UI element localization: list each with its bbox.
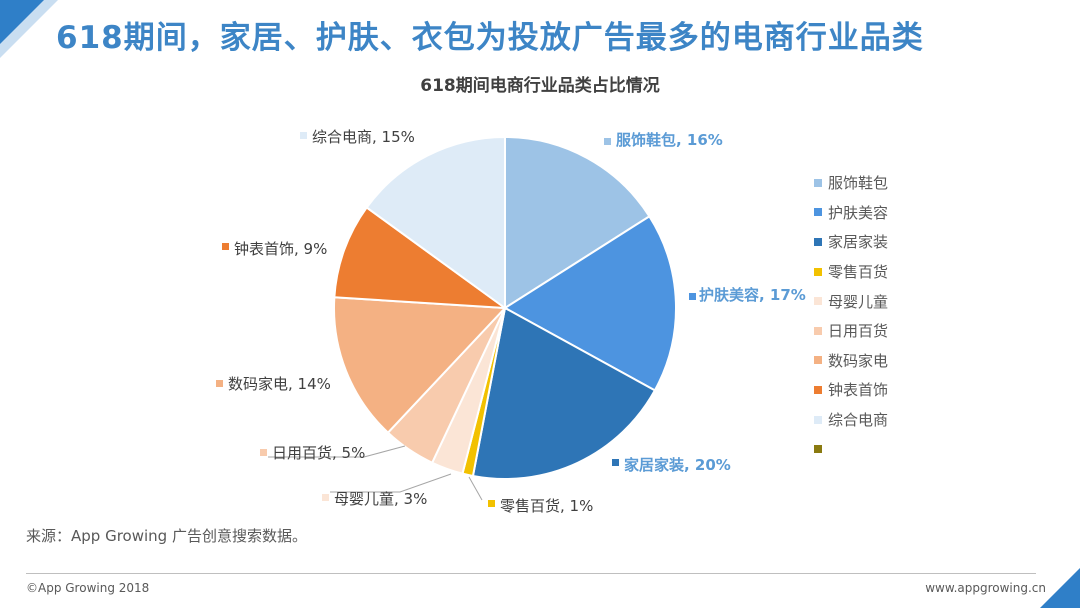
pie-data-labels: 服饰鞋包, 16% 护肤美容, 17% 家居家装, 20% 零售百货, 1% 母婴儿童,…: [216, 128, 806, 515]
data-label-marker-6: [260, 449, 267, 456]
legend-label-6: 日用百货: [828, 322, 889, 341]
source-note: 来源：App Growing 广告创意搜索数据。: [26, 527, 307, 545]
leader-line-6: [268, 445, 406, 458]
data-label-marker-8: [222, 243, 229, 250]
legend-swatch-2: [814, 208, 822, 217]
data-label-1: 服饰鞋包, 16%: [616, 131, 723, 149]
chart-title: 618期间电商行业品类占比情况: [420, 76, 660, 96]
copyright-text: ©App Growing 2018: [26, 581, 150, 595]
legend-label-2: 护肤美容: [828, 203, 889, 222]
legend-label-4: 零售百货: [828, 263, 889, 282]
legend-label-1: 服饰鞋包: [828, 174, 889, 193]
data-label-marker-9: [300, 132, 307, 139]
pie-slice-9: [365, 135, 506, 310]
legend-item-8: 钟表首饰: [814, 375, 888, 405]
data-label-marker-2: [689, 293, 696, 300]
leader-line-5: [330, 473, 452, 493]
legend-swatch-7: [814, 356, 822, 365]
legend-swatch-10: [814, 445, 822, 454]
legend-label-9: 综合电商: [828, 411, 889, 430]
pie-slices: [333, 135, 678, 480]
corner-decoration: [0, 0, 44, 44]
legend-label-7: 数码家电: [828, 351, 889, 370]
data-label-4: 零售百货, 1%: [500, 497, 593, 515]
legend-swatch-4: [814, 267, 822, 276]
data-label-9: 综合电商, 15%: [312, 128, 415, 146]
page-title: 618期间，家居、护肤、衣包为投放广告最多的电商行业品类: [56, 20, 924, 56]
legend-item-5: 母婴儿童: [814, 286, 888, 316]
pie-slice-7: [333, 296, 508, 435]
legend-item-2: 护肤美容: [814, 198, 888, 228]
legend-swatch-1: [814, 178, 822, 187]
leader-line-4: [468, 476, 483, 501]
website-link[interactable]: www.appgrowing.cn: [925, 581, 1046, 595]
legend-item-1: 服饰鞋包: [814, 168, 888, 198]
pie-slice-3: [471, 306, 657, 480]
pie-leader-lines: [268, 445, 483, 501]
data-label-2: 护肤美容, 17%: [699, 286, 806, 304]
pie-slice-1: [504, 135, 651, 310]
corner-decoration-bottom: [1040, 568, 1080, 608]
data-label-marker-5: [322, 494, 329, 501]
data-label-5: 母婴儿童, 3%: [334, 490, 427, 508]
data-label-7: 数码家电, 14%: [228, 375, 331, 393]
legend-item-4: 零售百货: [814, 257, 888, 287]
data-label-3: 家居家装, 20%: [624, 456, 731, 474]
legend-item-7: 数码家电: [814, 346, 888, 376]
pie-slice-8: [333, 206, 509, 310]
data-label-marker-3: [612, 459, 619, 466]
footer-divider: [26, 573, 1036, 574]
legend-swatch-8: [814, 385, 822, 394]
data-label-marker-1: [604, 138, 611, 145]
legend-swatch-3: [814, 237, 822, 246]
pie-slice-2: [503, 214, 678, 392]
data-label-marker-7: [216, 380, 223, 387]
data-label-8: 钟表首饰, 9%: [234, 240, 327, 258]
legend-swatch-6: [814, 326, 822, 335]
data-label-6: 日用百货, 5%: [272, 444, 365, 462]
legend-swatch-9: [814, 415, 822, 424]
legend-label-8: 钟表首饰: [828, 381, 889, 400]
legend-label-3: 家居家装: [828, 233, 889, 252]
data-label-marker-4: [488, 500, 495, 507]
legend-label-5: 母婴儿童: [828, 292, 889, 311]
legend-swatch-5: [814, 297, 822, 306]
legend-item-6: 日用百货: [814, 316, 888, 346]
legend-item-3: 家居家装: [814, 227, 888, 257]
legend-item-9: 综合电商: [814, 405, 888, 435]
chart-legend: 服饰鞋包护肤美容家居家装零售百货母婴儿童日用百货数码家电钟表首饰综合电商: [814, 168, 888, 464]
legend-item-10: [814, 434, 888, 464]
